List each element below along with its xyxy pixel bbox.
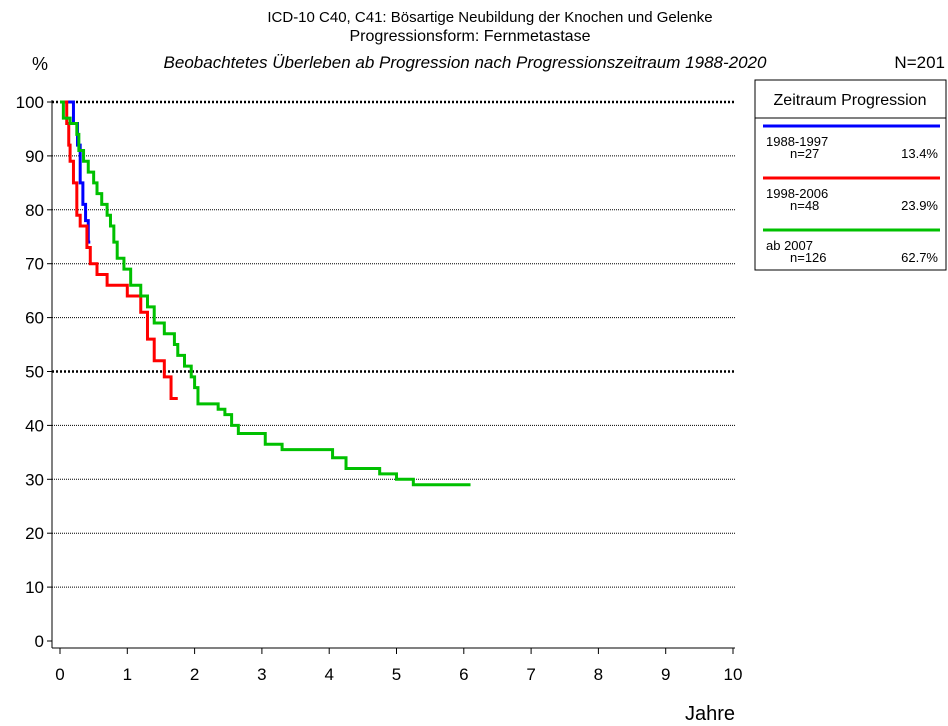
legend-label: 1998-2006 bbox=[766, 186, 828, 201]
x-tick-label: 0 bbox=[55, 665, 64, 684]
x-tick-label: 1 bbox=[123, 665, 132, 684]
x-tick-label: 10 bbox=[724, 665, 743, 684]
chart-title: ICD-10 C40, C41: Bösartige Neubildung de… bbox=[267, 9, 712, 26]
x-axis-label: Jahre bbox=[685, 703, 735, 725]
x-tick-label: 3 bbox=[257, 665, 266, 684]
chart-description: Beobachtetes Überleben ab Progression na… bbox=[164, 53, 767, 72]
y-tick-label: 100 bbox=[16, 93, 44, 112]
total-count: N=201 bbox=[894, 53, 945, 72]
legend-count: n=126 bbox=[790, 250, 827, 265]
y-tick-label: 70 bbox=[25, 255, 44, 274]
y-tick-label: 10 bbox=[25, 578, 44, 597]
x-tick-label: 9 bbox=[661, 665, 670, 684]
legend-title: Zeitraum Progression bbox=[774, 92, 927, 109]
survival-curve bbox=[60, 100, 178, 400]
legend-share: 13.4% bbox=[901, 146, 938, 161]
y-tick-label: 20 bbox=[25, 524, 44, 543]
y-tick-label: 40 bbox=[25, 416, 44, 435]
y-tick-label: 0 bbox=[35, 632, 44, 651]
legend-box bbox=[754, 79, 947, 271]
chart-subtitle: Progressionsform: Fernmetastase bbox=[350, 28, 591, 45]
legend-label: ab 2007 bbox=[766, 238, 813, 253]
y-tick-label: 60 bbox=[25, 309, 44, 328]
legend-share: 23.9% bbox=[901, 198, 938, 213]
legend-count: n=48 bbox=[790, 198, 819, 213]
x-tick-label: 4 bbox=[324, 665, 333, 684]
y-tick-label: 50 bbox=[25, 363, 44, 382]
x-tick-label: 2 bbox=[190, 665, 199, 684]
legend-share: 62.7% bbox=[901, 250, 938, 265]
x-tick-label: 7 bbox=[526, 665, 535, 684]
x-tick-label: 5 bbox=[392, 665, 401, 684]
y-tick-label: 80 bbox=[25, 201, 44, 220]
y-tick-label: 30 bbox=[25, 470, 44, 489]
x-tick-label: 8 bbox=[594, 665, 603, 684]
legend-label: 1988-1997 bbox=[766, 134, 828, 149]
y-tick-label: 90 bbox=[25, 147, 44, 166]
survival-curve bbox=[60, 100, 471, 487]
y-axis-label: % bbox=[32, 54, 48, 74]
legend-count: n=27 bbox=[790, 146, 819, 161]
x-tick-label: 6 bbox=[459, 665, 468, 684]
